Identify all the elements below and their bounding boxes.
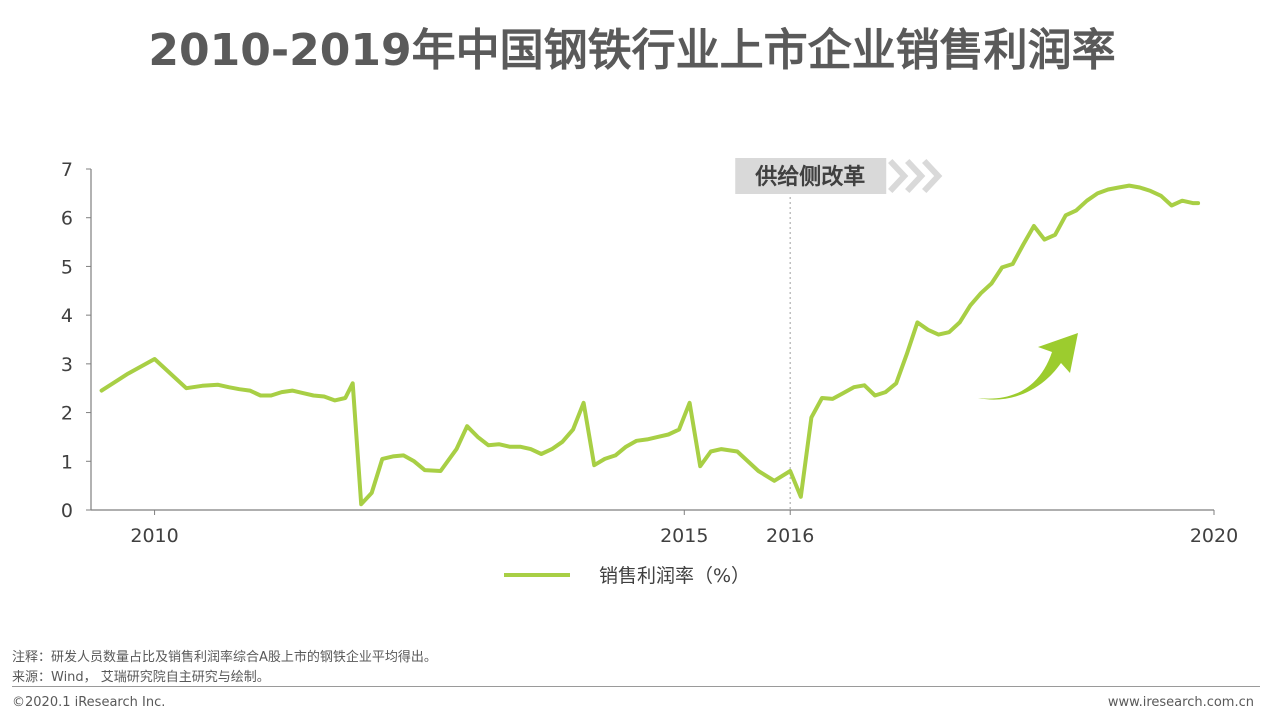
chevron-right-icon <box>905 158 926 194</box>
x-tick-label: 2020 <box>1190 525 1238 547</box>
x-tick-label: 2016 <box>766 525 814 547</box>
y-tick-label: 6 <box>61 208 73 230</box>
note-text: 注释：研发人员数量占比及销售利润率综合A股上市的钢铁企业平均得出。 <box>12 650 437 665</box>
y-tick-label: 7 <box>61 159 73 181</box>
legend: 销售利润率（%） <box>504 565 750 587</box>
y-axis-ticks: 0 1 2 3 4 5 6 7 <box>61 159 91 522</box>
x-axis-ticks: 2010 2015 2016 2020 <box>130 510 1238 547</box>
y-tick-label: 2 <box>61 403 73 425</box>
y-tick-label: 0 <box>61 500 73 522</box>
x-tick-label: 2010 <box>130 525 178 547</box>
chart-title: 2010-2019年中国钢铁行业上市企业销售利润率 <box>148 25 1116 76</box>
website-link[interactable]: www.iresearch.com.cn <box>1107 695 1254 710</box>
y-tick-label: 5 <box>61 256 73 278</box>
reform-annotation: 供给侧改革 <box>735 158 943 510</box>
source-text: 来源：Wind， 艾瑞研究院自主研究与绘制。 <box>12 670 270 685</box>
y-tick-label: 1 <box>61 451 73 473</box>
series-group <box>99 183 1201 507</box>
chevron-right-icon <box>922 158 943 194</box>
axes <box>90 169 1214 511</box>
x-tick-label: 2015 <box>660 525 708 547</box>
chevron-right-icon <box>888 158 909 194</box>
reform-label: 供给侧改革 <box>754 164 865 190</box>
line-chart: 0 1 2 3 4 5 6 7 2010 2015 2016 2020 供给侧改革 销售利润率（%） <box>61 158 1238 587</box>
upward-trend-arrow-icon <box>978 333 1078 400</box>
reform-label-box <box>735 158 887 194</box>
series-line <box>99 183 1201 507</box>
y-tick-label: 4 <box>61 305 73 327</box>
copyright: ©2020.1 iResearch Inc. <box>12 695 166 710</box>
footer-divider <box>12 686 1260 687</box>
legend-label: 销售利润率（%） <box>599 565 750 587</box>
y-tick-label: 3 <box>61 354 73 376</box>
arrow-shape <box>978 333 1078 400</box>
